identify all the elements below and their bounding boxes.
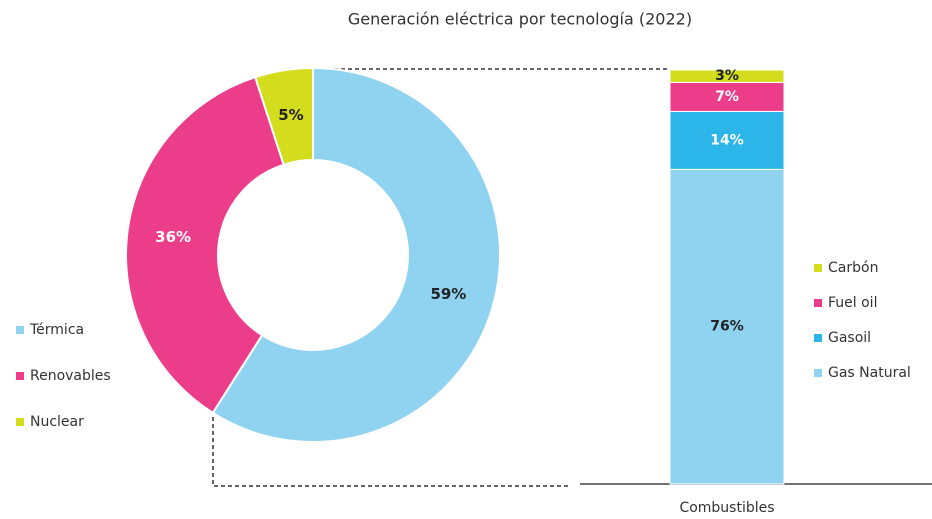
legend-marker [814,299,822,307]
bar-segment [669,69,785,83]
x-tick-label: Combustibles [679,500,774,516]
legend-marker [814,334,822,342]
legend-label: Térmica [29,322,84,338]
data-label: 76% [710,319,744,335]
donut-slice [125,75,285,415]
donut-slice [211,66,501,443]
data-label: 59% [430,285,466,303]
legend-marker [16,418,24,426]
legend-marker [16,372,24,380]
bar-segment [669,168,785,485]
data-label: 5% [278,106,303,124]
chart-title: Generación eléctrica por tecnología (202… [348,10,692,29]
legend-marker [16,326,24,334]
legend-marker [814,369,822,377]
legend-label: Carbón [828,260,878,276]
legend-label: Gas Natural [828,365,911,381]
legend-label: Gasoil [828,330,871,346]
data-label: 36% [155,228,191,246]
legend-marker [814,264,822,272]
data-label: 7% [715,89,739,105]
bar-segment [669,110,785,170]
data-label: 14% [710,132,744,148]
legend-label: Fuel oil [828,295,877,311]
legend-label: Renovables [30,368,111,384]
donut-slice [253,66,314,166]
data-label: 3% [715,68,739,84]
legend-label: Nuclear [30,414,84,430]
